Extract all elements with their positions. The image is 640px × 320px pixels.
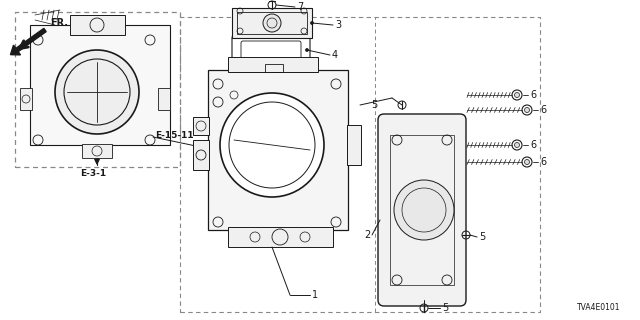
Bar	[390, 135, 454, 285]
Bar	[232, 8, 312, 38]
Circle shape	[515, 92, 520, 98]
Text: FR.: FR.	[50, 18, 68, 28]
Circle shape	[394, 180, 454, 240]
Text: 4: 4	[332, 50, 338, 60]
Text: 5: 5	[442, 303, 448, 313]
Bar	[30, 25, 170, 145]
Bar	[158, 88, 170, 110]
Circle shape	[220, 93, 324, 197]
Bar	[193, 117, 209, 135]
Bar	[228, 227, 333, 247]
Text: TVA4E0101: TVA4E0101	[577, 303, 620, 312]
Text: 2: 2	[364, 230, 370, 240]
Circle shape	[515, 142, 520, 148]
Bar	[347, 125, 361, 165]
Bar	[237, 12, 307, 34]
FancyArrow shape	[10, 28, 46, 55]
Text: 1: 1	[312, 290, 318, 300]
FancyBboxPatch shape	[378, 114, 466, 306]
Bar	[20, 88, 32, 110]
Bar	[265, 64, 283, 72]
Bar	[228, 57, 318, 72]
Text: 6: 6	[530, 140, 536, 150]
Bar	[180, 17, 540, 312]
Circle shape	[525, 108, 529, 113]
Text: 6: 6	[530, 90, 536, 100]
Text: E-15-11: E-15-11	[155, 131, 194, 140]
Circle shape	[305, 49, 308, 52]
Circle shape	[55, 50, 139, 134]
Bar	[193, 140, 209, 170]
Text: 6: 6	[540, 157, 546, 167]
Text: E-3-1: E-3-1	[80, 169, 106, 178]
Text: 5: 5	[371, 100, 377, 110]
Text: 7: 7	[297, 2, 303, 12]
Circle shape	[310, 21, 314, 25]
Bar	[15, 12, 180, 167]
Bar	[82, 144, 112, 158]
Circle shape	[525, 159, 529, 164]
Text: 6: 6	[540, 105, 546, 115]
Circle shape	[263, 14, 281, 32]
Bar	[208, 70, 348, 230]
Text: 5: 5	[479, 232, 485, 242]
Text: 3: 3	[335, 20, 341, 30]
Bar	[70, 15, 125, 35]
